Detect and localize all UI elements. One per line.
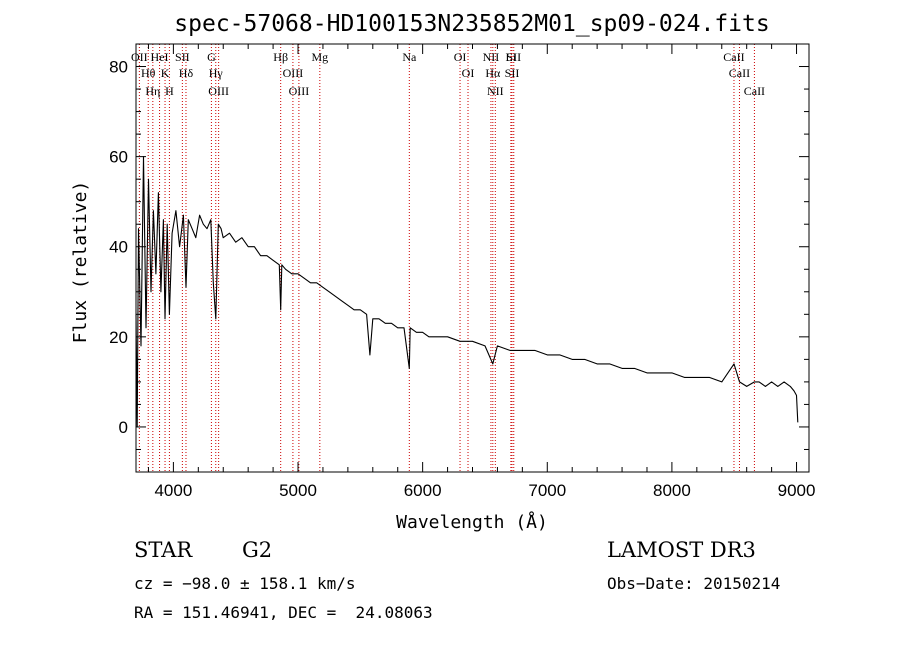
- reference-line-label-23: SII: [506, 50, 521, 64]
- reference-line-labels: OII Hθ Hη HeI KH SII Hδ G Hγ OIII Hβ OIII OIII Mg Na OI…: [131, 50, 765, 98]
- y-tick-label-20: 20: [109, 328, 128, 347]
- plot-frame: [135, 43, 810, 473]
- spectral-subclass: G2: [242, 538, 273, 562]
- reference-line-label-2: Hη: [145, 84, 160, 98]
- y-tick-label-40: 40: [109, 238, 128, 257]
- reference-lines: [138, 44, 755, 472]
- reference-line-label-14: Mg: [311, 50, 328, 64]
- reference-line-label-20: NII: [487, 84, 504, 98]
- reference-line-label-5: H: [165, 84, 174, 98]
- flux-series: [135, 156, 799, 428]
- reference-line-label-3: HeI: [151, 50, 169, 64]
- reference-line-label-10: OIII: [208, 84, 229, 98]
- reference-line-label-24: CaII: [723, 50, 744, 64]
- series-line-flux: [135, 156, 799, 428]
- x-tick-label-4000: 4000: [154, 481, 192, 500]
- x-tick-label-8000: 8000: [653, 481, 691, 500]
- coordinates: RA = 151.46941, DEC = 24.08063: [134, 603, 433, 622]
- reference-line-label-21: Li: [506, 50, 517, 64]
- x-tick-label-5000: 5000: [279, 481, 317, 500]
- x-tick-label-6000: 6000: [404, 481, 442, 500]
- axis-ticks: 4000 5000 6000 7000 8000 9000 0 20 40 60 80: [109, 43, 816, 500]
- x-tick-label-9000: 9000: [778, 481, 816, 500]
- reference-line-label-18: NII: [483, 50, 500, 64]
- reference-line-label-15: Na: [402, 50, 417, 64]
- reference-line-label-11: Hβ: [273, 50, 288, 64]
- reference-line-label-4: K: [161, 66, 170, 80]
- reference-line-label-16: OI: [454, 50, 467, 64]
- reference-line-label-22: SII: [505, 66, 520, 80]
- chart-title: spec-57068-HD100153N235852M01_sp09-024.f…: [174, 11, 769, 37]
- redshift-velocity: cz = −98.0 ± 158.1 km/s: [134, 574, 356, 593]
- reference-line-label-9: Hγ: [209, 66, 224, 80]
- reference-line-label-17: OI: [462, 66, 475, 80]
- x-tick-label-7000: 7000: [528, 481, 566, 500]
- reference-line-label-6: SII: [175, 50, 190, 64]
- reference-line-label-7: Hδ: [179, 66, 194, 80]
- reference-line-label-13: OIII: [289, 84, 310, 98]
- x-axis-label: Wavelength (Å): [396, 511, 548, 533]
- y-tick-label-60: 60: [109, 148, 128, 167]
- observation-date: Obs−Date: 20150214: [607, 574, 781, 593]
- object-class: STAR: [134, 538, 193, 562]
- reference-line-label-26: CaII: [744, 84, 765, 98]
- reference-line-label-8: G: [207, 50, 216, 64]
- y-tick-label-80: 80: [109, 58, 128, 77]
- y-axis-label: Flux (relative): [70, 181, 91, 344]
- reference-line-label-1: Hθ: [141, 66, 156, 80]
- reference-line-label-12: OIII: [283, 66, 304, 80]
- y-tick-label-0: 0: [119, 418, 128, 437]
- survey-name: LAMOST DR3: [607, 538, 756, 562]
- reference-line-label-0: OII: [131, 50, 148, 64]
- reference-line-label-25: CaII: [729, 66, 750, 80]
- reference-line-label-19: Hα: [485, 66, 501, 80]
